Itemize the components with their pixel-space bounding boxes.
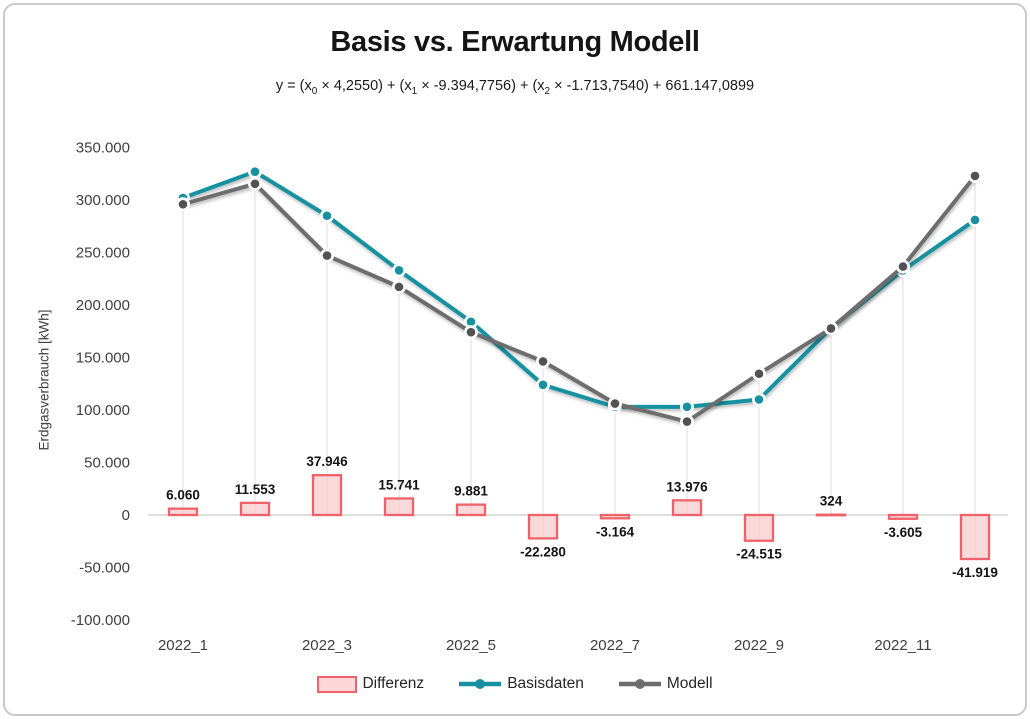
modell-point bbox=[394, 282, 404, 292]
differenz-bar bbox=[815, 513, 847, 517]
formula-subscript: 1 bbox=[411, 85, 418, 97]
x-tick-label: 2022_5 bbox=[446, 637, 496, 654]
differenz-bar bbox=[311, 474, 343, 517]
legend-label-differenz: Differenz bbox=[362, 675, 425, 692]
basisdaten-point bbox=[682, 402, 692, 412]
differenz-data-label: -22.280 bbox=[520, 544, 566, 559]
formula-segment: × -1.713,7540) + 661.147,0899 bbox=[550, 78, 755, 94]
y-tick-label: 350.000 bbox=[76, 140, 130, 157]
differenz-bar bbox=[743, 513, 775, 542]
x-tick-label: 2022_7 bbox=[590, 637, 640, 654]
formula-subscript: 2 bbox=[544, 85, 551, 97]
differenz-bar bbox=[167, 507, 199, 517]
y-axis-title: Erdgasverbrauch [kWh] bbox=[36, 309, 52, 451]
modell-point bbox=[178, 199, 188, 209]
legend-item-differenz: Differenz bbox=[317, 675, 424, 693]
differenz-bar bbox=[455, 503, 487, 517]
modell-point bbox=[754, 369, 764, 379]
differenz-data-label: 9.881 bbox=[454, 484, 488, 499]
y-tick-label: 300.000 bbox=[76, 192, 130, 209]
modell-point bbox=[466, 327, 476, 337]
modell-point bbox=[898, 262, 908, 271]
basisdaten-point bbox=[466, 317, 476, 327]
differenz-bar bbox=[599, 513, 631, 520]
formula-segment: y = (x bbox=[275, 78, 312, 94]
legend-item-basisdaten: Basisdaten bbox=[458, 675, 584, 693]
model-formula: y = (x0 × 4,2550) + (x1 × -9.394,7756) +… bbox=[0, 78, 1030, 97]
y-tick-label: 200.000 bbox=[76, 297, 130, 314]
differenz-bar bbox=[527, 513, 559, 540]
y-tick-label: -50.000 bbox=[79, 560, 130, 577]
x-tick-label: 2022_1 bbox=[158, 637, 208, 654]
y-tick-label: 50.000 bbox=[84, 455, 130, 472]
differenz-data-label: 6.060 bbox=[166, 488, 200, 503]
differenz-bar-swatch-icon bbox=[317, 675, 358, 693]
differenz-data-label: 324 bbox=[820, 494, 843, 509]
chart-legend: Differenz Basisdaten Modell bbox=[0, 669, 1030, 699]
y-tick-label: 0 bbox=[122, 507, 130, 524]
formula-subscript: 0 bbox=[311, 85, 318, 97]
modell-point bbox=[610, 399, 620, 408]
differenz-data-label: -3.605 bbox=[884, 525, 923, 540]
formula-segment: × 4,2550) + (x bbox=[317, 78, 412, 94]
modell-point bbox=[682, 417, 692, 426]
differenz-bar bbox=[239, 501, 271, 517]
basisdaten-point bbox=[394, 266, 404, 275]
y-tick-label: -100.000 bbox=[71, 612, 130, 629]
differenz-data-label: 13.976 bbox=[666, 479, 708, 494]
modell-point bbox=[250, 179, 260, 189]
differenz-bar bbox=[671, 499, 703, 517]
differenz-data-label: 15.741 bbox=[378, 477, 420, 492]
basisdaten-point bbox=[970, 215, 980, 225]
differenz-data-label: -24.515 bbox=[736, 547, 782, 562]
y-tick-label: 100.000 bbox=[76, 402, 130, 419]
y-tick-label: 150.000 bbox=[76, 350, 130, 367]
x-tick-label: 2022_3 bbox=[302, 637, 352, 654]
differenz-bar bbox=[383, 497, 415, 517]
basisdaten-line-marker-icon bbox=[459, 679, 502, 689]
basisdaten-point bbox=[754, 395, 764, 404]
chart-title: Basis vs. Erwartung Modell bbox=[330, 26, 700, 58]
differenz-data-label: 11.553 bbox=[235, 482, 276, 497]
modell-point bbox=[322, 251, 332, 260]
differenz-data-label: -3.164 bbox=[596, 524, 635, 539]
legend-label-basisdaten: Basisdaten bbox=[507, 675, 584, 692]
x-tick-label: 2022_9 bbox=[734, 637, 784, 654]
modell-line bbox=[181, 173, 977, 424]
legend-item-modell: Modell bbox=[618, 675, 713, 693]
differenz-bar bbox=[887, 513, 919, 520]
differenz-bar bbox=[959, 513, 991, 561]
basisdaten-point bbox=[538, 380, 548, 390]
formula-segment: × -9.394,7756) + (x bbox=[417, 78, 545, 94]
differenz-data-label: -41.919 bbox=[952, 565, 998, 580]
basisdaten-point bbox=[322, 211, 332, 221]
y-tick-label: 250.000 bbox=[76, 245, 130, 262]
differenz-data-label: 37.946 bbox=[306, 454, 348, 469]
modell-point bbox=[538, 357, 548, 366]
modell-line-marker-icon bbox=[618, 679, 661, 689]
modell-point bbox=[826, 324, 836, 333]
x-tick-label: 2022_11 bbox=[874, 637, 931, 654]
modell-point bbox=[970, 171, 980, 181]
basisdaten-line bbox=[181, 169, 977, 409]
basisdaten-point bbox=[250, 167, 260, 176]
legend-label-modell: Modell bbox=[666, 675, 713, 692]
